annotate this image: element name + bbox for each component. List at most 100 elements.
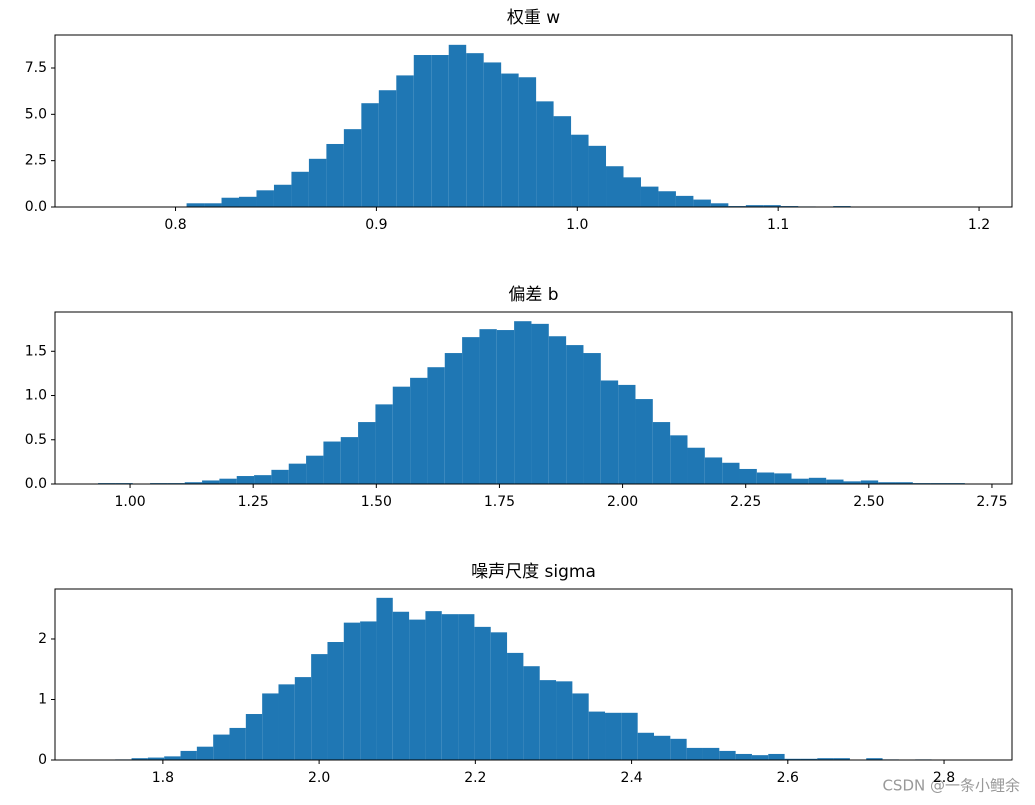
bar: [583, 353, 601, 484]
bar: [768, 753, 785, 760]
bar: [710, 203, 729, 207]
bar: [507, 652, 524, 760]
bar: [588, 711, 606, 760]
x-tick-label: 2.4: [620, 770, 642, 786]
bar: [670, 435, 688, 484]
bar: [254, 475, 272, 484]
bar: [735, 753, 752, 760]
bar: [378, 90, 397, 207]
bar: [514, 321, 532, 484]
x-tick-label: 2.2: [464, 770, 486, 786]
bar: [774, 473, 792, 484]
bar: [131, 758, 148, 760]
bar: [635, 399, 653, 484]
bar: [147, 757, 165, 760]
bar: [605, 712, 622, 760]
bar: [860, 480, 879, 484]
bar: [409, 619, 426, 760]
bar: [843, 481, 861, 484]
bar: [474, 626, 491, 760]
bar: [196, 746, 214, 760]
y-tick-label: 0.0: [25, 476, 47, 492]
bar: [693, 199, 711, 207]
chart-title: 噪声尺度 sigma: [471, 562, 596, 582]
bar: [652, 422, 671, 484]
bar: [427, 367, 445, 484]
bar: [326, 143, 344, 207]
bar: [164, 756, 181, 760]
bar: [291, 171, 309, 207]
bar: [553, 116, 572, 207]
x-tick-label: 0.8: [164, 217, 186, 233]
x-tick-label: 2.75: [976, 494, 1007, 510]
x-tick-label: 2.8: [933, 770, 955, 786]
bar: [878, 482, 896, 484]
bar: [396, 75, 414, 207]
y-tick-label: 0.5: [25, 432, 47, 448]
bar: [375, 404, 393, 484]
y-tick-label: 0.0: [25, 199, 47, 215]
bar: [343, 622, 361, 760]
bar: [866, 758, 883, 760]
bar: [531, 323, 549, 484]
chart-title: 偏差 b: [508, 285, 558, 305]
x-tick-label: 1.8: [152, 770, 174, 786]
bar: [458, 614, 475, 760]
axes-frame: [54, 588, 1013, 761]
bar: [784, 758, 801, 760]
y-tick-label: 1: [38, 691, 47, 707]
bar: [686, 747, 703, 760]
axes-frame: [54, 311, 1013, 485]
bar: [256, 190, 274, 207]
x-tick-label: 2.50: [853, 494, 884, 510]
bar: [588, 145, 607, 207]
bar: [539, 680, 557, 760]
bar: [245, 714, 263, 760]
bar: [466, 53, 484, 208]
x-tick-label: 1.75: [484, 494, 515, 510]
bar: [817, 758, 834, 760]
x-tick-label: 1.0: [566, 217, 588, 233]
bar: [548, 336, 567, 484]
bar: [360, 621, 377, 760]
bar: [895, 482, 913, 484]
bar: [294, 677, 312, 760]
bar: [186, 203, 205, 207]
bar: [308, 158, 327, 207]
bar: [826, 479, 844, 484]
bar: [448, 44, 467, 208]
bar: [536, 101, 554, 207]
chart-title: 权重 w: [507, 8, 560, 28]
bar: [221, 197, 240, 207]
bar: [722, 462, 740, 484]
watermark: CSDN @一条小鲤余: [882, 777, 1020, 795]
bar: [311, 654, 328, 760]
bar: [441, 614, 459, 760]
bar: [566, 345, 584, 484]
bar: [343, 129, 362, 207]
y-tick-label: 1.5: [25, 343, 47, 359]
bar: [739, 468, 757, 484]
bar: [623, 177, 641, 207]
bar: [202, 480, 220, 484]
bar: [571, 134, 589, 207]
y-tick-label: 7.5: [25, 60, 47, 76]
x-tick-label: 0.9: [365, 217, 387, 233]
bar: [501, 73, 519, 207]
y-tick-label: 2: [38, 631, 47, 647]
bar: [413, 55, 432, 207]
bar: [306, 455, 324, 484]
bar: [572, 693, 589, 760]
bar: [180, 750, 197, 760]
bar: [800, 758, 818, 760]
bar: [229, 727, 246, 760]
bar: [462, 337, 480, 484]
bar: [618, 384, 636, 484]
bar: [278, 684, 295, 760]
bar: [523, 666, 540, 760]
bar: [444, 353, 463, 484]
y-tick-label: 5.0: [25, 106, 47, 122]
bar: [236, 476, 255, 484]
